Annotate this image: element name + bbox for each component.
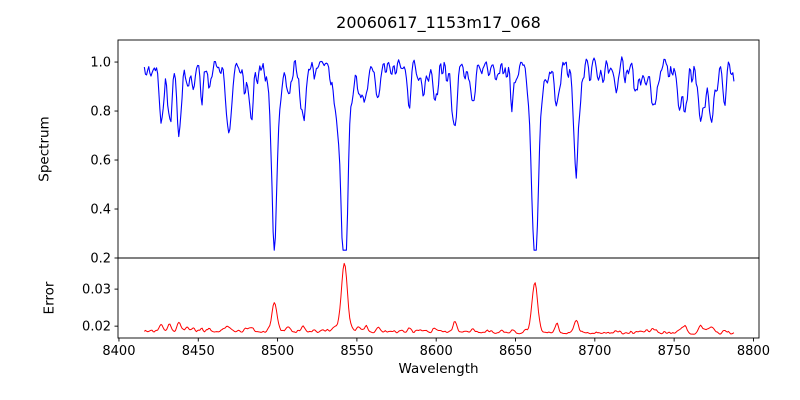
- bottom-panel-border: [117, 257, 760, 339]
- x-tick-label: 8700: [578, 344, 611, 359]
- y-tick-label-spectrum: 0.8: [90, 105, 111, 120]
- error-line: [143, 262, 735, 335]
- chart-title: 20060617_1153m17_068: [336, 13, 541, 32]
- y-tick-label-spectrum: 0.4: [90, 203, 111, 218]
- y-tick-label-spectrum: 1.0: [90, 56, 111, 71]
- y-tick-label-spectrum: 0.2: [90, 252, 111, 267]
- x-tick-label: 8450: [182, 344, 215, 359]
- spectrum-line: [143, 56, 735, 251]
- y-tick-label-spectrum: 0.6: [90, 154, 111, 169]
- x-tick-label: 8600: [420, 344, 453, 359]
- top-panel-border: [117, 39, 760, 259]
- x-tick-label: 8400: [102, 344, 135, 359]
- x-tick-label: 8550: [340, 344, 373, 359]
- x-axis-label-wavelength: Wavelength: [398, 361, 479, 377]
- x-tick-label: 8650: [499, 344, 532, 359]
- y-tick-label-error: 0.02: [82, 320, 111, 335]
- y-tick-label-error: 0.03: [82, 283, 111, 298]
- error-series: [143, 262, 735, 335]
- tick-labels: 8400 8450 8500 8550 8600 8650 8700 8750 8800 0.2 0…: [82, 56, 770, 359]
- x-tick-label: 8500: [261, 344, 294, 359]
- spectrum-series: [143, 56, 735, 251]
- x-tick-label: 8800: [737, 344, 770, 359]
- tick-marks: [114, 61, 754, 342]
- x-tick-label: 8750: [658, 344, 691, 359]
- axes-spines: [117, 39, 760, 339]
